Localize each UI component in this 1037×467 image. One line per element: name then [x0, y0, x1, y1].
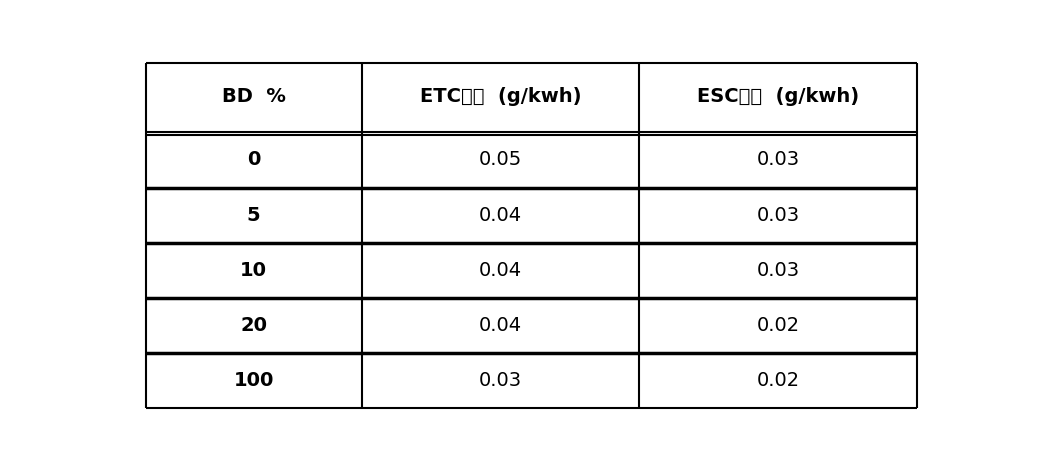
Text: 0.05: 0.05	[479, 150, 523, 170]
Text: 100: 100	[233, 371, 274, 390]
Text: BD  %: BD %	[222, 87, 285, 106]
Text: 20: 20	[241, 316, 268, 335]
Text: 0.02: 0.02	[757, 371, 800, 390]
Text: 0.03: 0.03	[757, 261, 800, 280]
Text: 0.03: 0.03	[757, 150, 800, 170]
Text: 0.03: 0.03	[479, 371, 523, 390]
Text: ETC모드  (g/kwh): ETC모드 (g/kwh)	[420, 87, 582, 106]
Text: 10: 10	[241, 261, 268, 280]
Text: 0.04: 0.04	[479, 261, 523, 280]
Text: 0.02: 0.02	[757, 316, 800, 335]
Text: 0: 0	[247, 150, 260, 170]
Text: 0.04: 0.04	[479, 205, 523, 225]
Text: ESC모드  (g/kwh): ESC모드 (g/kwh)	[697, 87, 860, 106]
Text: 0.04: 0.04	[479, 316, 523, 335]
Text: 0.03: 0.03	[757, 205, 800, 225]
Text: 5: 5	[247, 205, 260, 225]
